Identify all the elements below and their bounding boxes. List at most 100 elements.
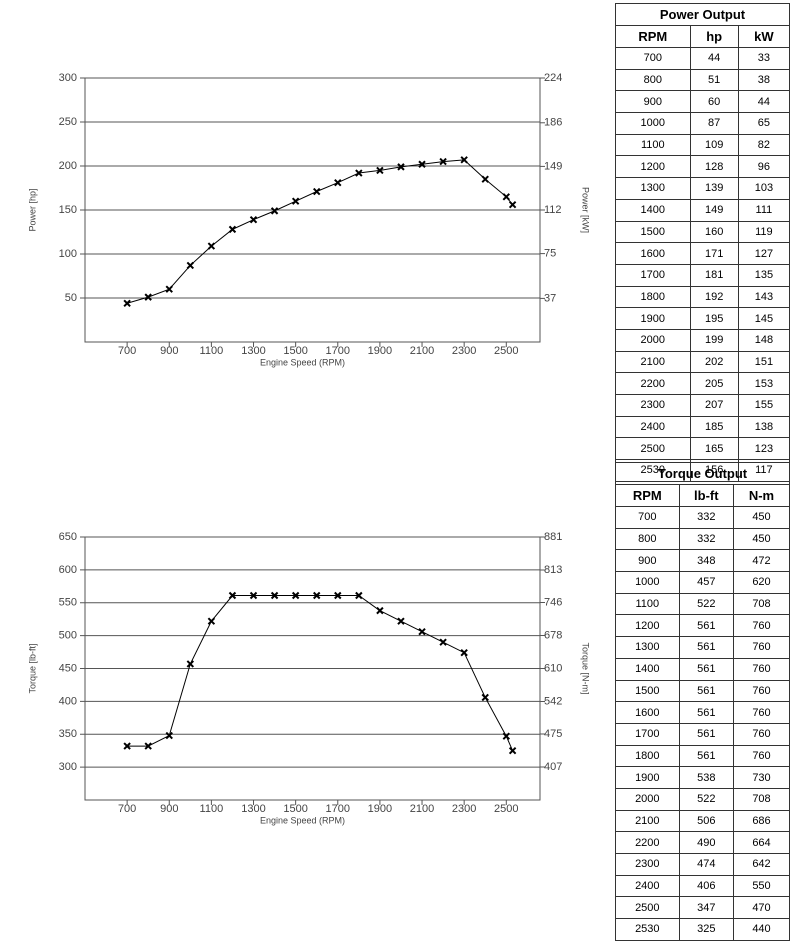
x-tick-label: 1500	[283, 803, 307, 815]
data-point	[418, 160, 426, 168]
table-cell: 2300	[615, 394, 691, 417]
y2-axis-label: Torque [N-m]	[581, 642, 591, 694]
table-cell: 472	[732, 549, 791, 573]
x-tick-label: 1100	[200, 345, 224, 357]
table-header: kW	[737, 25, 791, 48]
table-cell: 143	[737, 285, 791, 309]
table-cell: 2400	[615, 415, 691, 439]
table-cell: 155	[737, 394, 791, 417]
table-cell: 2200	[615, 372, 691, 395]
data-point	[207, 617, 216, 625]
table-cell: 1500	[615, 220, 691, 244]
data-point	[165, 731, 173, 740]
table-header: Power Output	[615, 3, 790, 26]
table-cell: 138	[737, 415, 791, 439]
table-cell: 730	[732, 766, 791, 789]
y2-tick-label: 75	[544, 248, 556, 260]
table-cell: 96	[737, 155, 791, 179]
data-point	[123, 299, 131, 307]
data-point	[228, 591, 237, 600]
x-tick-label: 2500	[494, 803, 518, 815]
y2-tick-label: 186	[544, 117, 562, 129]
x-tick-label: 1900	[368, 803, 392, 815]
charts: 50 100 150 200 250 300 37 75 112 149 186 224 700 900 1…	[27, 72, 591, 825]
y2-tick-label: 746	[544, 596, 562, 608]
table-cell: 760	[732, 744, 791, 768]
x-tick-label: 1100	[200, 803, 224, 815]
y2-tick-label: 149	[544, 160, 562, 172]
table-cell: 506	[678, 809, 734, 833]
table-cell: 760	[732, 614, 791, 638]
table-cell: 65	[737, 112, 791, 135]
data-point	[460, 156, 468, 164]
data-point	[508, 746, 517, 755]
table-cell: 1500	[615, 679, 680, 703]
table-cell: 2500	[615, 896, 680, 920]
table-cell: 1300	[615, 636, 680, 659]
y2-tick-label: 881	[544, 531, 562, 543]
table-cell: 561	[678, 744, 734, 768]
table-cell: 561	[678, 657, 734, 681]
data-point	[334, 591, 342, 600]
table-cell: 2100	[615, 809, 680, 833]
data-table: Power Output RPM hp kW 700 44 33 800 51 38 900 60 44…	[615, 3, 791, 482]
table-cell: 1800	[615, 744, 680, 768]
table-header: RPM	[615, 25, 691, 48]
data-line	[127, 595, 514, 751]
data-point	[144, 742, 152, 750]
x-tick-label: 1900	[368, 345, 392, 357]
table-cell: 561	[678, 722, 734, 746]
data-point	[313, 591, 321, 600]
table-header: N-m	[732, 484, 791, 507]
y2-tick-label: 112	[544, 204, 562, 216]
table-cell: 332	[678, 527, 734, 551]
data-point	[502, 732, 511, 740]
data-point	[376, 166, 384, 175]
table-cell: 2100	[615, 350, 691, 374]
table-cell: 440	[732, 918, 791, 941]
table-cell: 151	[737, 350, 791, 374]
table-cell: 550	[732, 874, 791, 898]
table-cell: 490	[678, 831, 734, 854]
table-cell: 522	[678, 787, 734, 811]
x-tick-label: 2100	[410, 345, 434, 357]
table-cell: 1900	[615, 307, 691, 330]
x-tick-label: 2300	[452, 345, 476, 357]
y-tick-label: 250	[59, 116, 77, 128]
x-tick-label: 1500	[283, 345, 307, 357]
y-tick-label: 400	[59, 695, 77, 707]
table-cell: 195	[689, 307, 739, 330]
table-cell: 538	[678, 766, 734, 789]
data-point	[123, 742, 131, 750]
table-cell: 561	[678, 614, 734, 638]
table-cell: 700	[615, 47, 691, 70]
table-cell: 457	[678, 571, 734, 594]
table-cell: 165	[689, 437, 739, 461]
table-cell: 127	[737, 242, 791, 265]
table-cell: 111	[737, 198, 791, 222]
x-tick-label: 2100	[410, 803, 434, 815]
table-cell: 44	[689, 47, 739, 70]
table-cell: 522	[678, 592, 734, 616]
table-cell: 207	[689, 394, 739, 417]
y-axis-label: Power [hp]	[27, 188, 37, 231]
y2-tick-label: 610	[544, 662, 562, 674]
data-point	[249, 591, 258, 600]
table-cell: 642	[732, 853, 791, 876]
table-cell: 1200	[615, 614, 680, 638]
table-cell: 760	[732, 636, 791, 659]
x-tick-label: 2500	[494, 345, 518, 357]
table-cell: 700	[615, 506, 680, 529]
data-point	[481, 175, 489, 183]
data-point	[508, 201, 517, 209]
y2-tick-label: 678	[544, 629, 562, 641]
table-header: lb-ft	[678, 484, 734, 507]
data-point	[291, 591, 300, 600]
table-cell: 347	[678, 896, 734, 920]
table-cell: 87	[689, 112, 739, 135]
table-cell: 160	[689, 220, 739, 244]
table-cell: 2000	[615, 787, 680, 811]
table-cell: 1700	[615, 263, 691, 287]
page: 50 100 150 200 250 300 37 75 112 149 186 224 700 900 1…	[27, 3, 791, 941]
table-cell: 148	[737, 328, 791, 352]
